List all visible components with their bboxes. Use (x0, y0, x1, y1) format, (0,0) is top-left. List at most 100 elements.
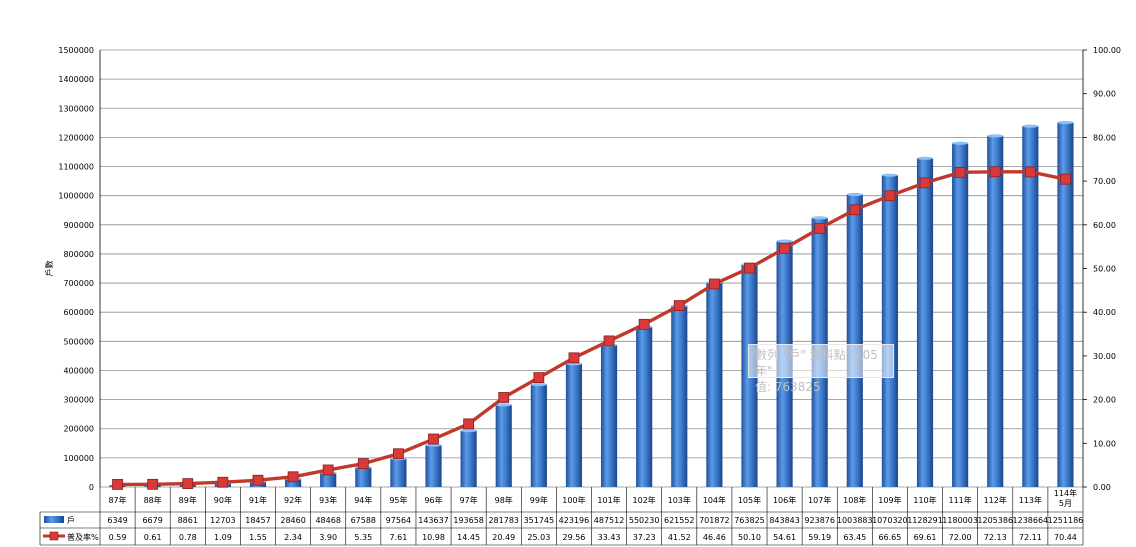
y2-tick-label: 100.00 (1093, 46, 1121, 55)
y-tick-label: 500000 (63, 337, 94, 346)
table-cell-rate: 72.11 (1019, 533, 1042, 542)
x-tick-label: 93年 (319, 495, 337, 505)
table-cell-households: 763825 (734, 516, 765, 525)
bar (706, 282, 723, 487)
x-tick-label: 94年 (354, 495, 372, 505)
table-cell-households: 923876 (804, 516, 835, 525)
bar-cap (987, 134, 1004, 138)
bar-cap (530, 382, 547, 387)
y-tick-label: 1000000 (58, 192, 94, 201)
y2-tick-label: 0.00 (1093, 483, 1111, 492)
table-cell-rate: 33.43 (598, 533, 621, 542)
x-tick-label: 98年 (495, 495, 513, 505)
x-tick-label: 108年 (843, 495, 866, 505)
table-cell-households: 8861 (178, 516, 198, 525)
line-series (112, 166, 1071, 490)
bar-cap (1022, 124, 1039, 128)
table-cell-households: 1205386 (977, 516, 1013, 525)
line-point (708, 278, 720, 290)
line-point (814, 222, 826, 234)
x-tick-label: 106年 (773, 495, 796, 505)
line-point (779, 242, 790, 254)
tooltip-line-1: 數列 "戶" 資料點 "105年" (755, 348, 878, 378)
y-tick-label: 1500000 (58, 46, 94, 55)
bar-cap (460, 428, 477, 433)
x-tick-label: 87年 (108, 495, 126, 505)
table-cell-rate: 59.19 (808, 533, 831, 542)
line-point (463, 418, 475, 430)
y2-tick-label: 80.00 (1093, 133, 1116, 142)
table-cell-households: 1070320 (872, 516, 908, 525)
bar (987, 135, 1004, 487)
x-tick-label: 89年 (179, 495, 197, 505)
table-cell-rate: 20.49 (492, 533, 515, 542)
y-tick-label: 900000 (63, 221, 94, 230)
x-tick-label: 97年 (460, 495, 478, 505)
y-tick-label: 600000 (63, 308, 94, 317)
bar (285, 478, 302, 487)
line-point (217, 476, 229, 488)
line-point (357, 458, 369, 470)
x-tick-label: 95年 (389, 495, 407, 505)
line-point (1024, 166, 1036, 178)
x-tick-label: 103年 (668, 495, 691, 505)
x-tick-label: 96年 (424, 495, 442, 505)
table-cell-households: 28460 (280, 516, 305, 525)
y-tick-label: 1200000 (58, 133, 94, 142)
y-tick-label: 0 (89, 483, 94, 492)
table-cell-rate: 7.61 (390, 533, 408, 542)
line-point (989, 166, 1001, 178)
x-tick-label: 110年 (913, 495, 936, 505)
y-tick-label: 800000 (63, 250, 94, 259)
y2-tick-label: 70.00 (1093, 177, 1116, 186)
table-cell-rate: 72.13 (984, 533, 1007, 542)
table-cell-rate: 69.61 (914, 533, 937, 542)
bar-cap (1057, 120, 1074, 125)
table-cell-rate: 63.45 (843, 533, 866, 542)
bar-cap (776, 239, 793, 243)
bar-series (109, 120, 1074, 488)
axes: 0 100000 200000 300000 400000 500000 600000 700… (44, 46, 1121, 492)
x-tick-label: 102年 (633, 495, 656, 505)
line-point (603, 335, 615, 347)
line-point (568, 352, 580, 364)
table-cell-households: 1180003 (942, 516, 978, 525)
bar (320, 472, 337, 487)
x-tick-label: 105年 (738, 495, 761, 505)
bar (671, 305, 688, 487)
data-table: 87年 6349 0.59 88年 6679 0.61 89年 8861 0.78 90年 1270… (39, 487, 1084, 546)
table-cell-households: 6349 (107, 516, 127, 525)
bar-cap (846, 192, 863, 197)
table-cell-households: 351745 (524, 516, 555, 525)
y2-tick-label: 90.00 (1093, 90, 1116, 99)
y-tick-label: 700000 (63, 279, 94, 288)
line-point (322, 464, 334, 476)
gridlines (100, 49, 1083, 488)
data-tooltip: 數列 "戶" 資料點 "105年" 值: 763825 (748, 344, 894, 394)
y-tick-label: 1100000 (58, 163, 94, 172)
table-cell-households: 12703 (210, 516, 235, 525)
y2-tick-label: 60.00 (1093, 221, 1116, 230)
y2-tick-label: 40.00 (1093, 308, 1116, 317)
y2-tick-label: 30.00 (1093, 352, 1116, 361)
bar-cap (495, 403, 512, 407)
x-tick-label: 92年 (284, 495, 302, 505)
table-cell-households: 281783 (488, 516, 519, 525)
table-cell-rate: 25.03 (527, 533, 550, 542)
bar (846, 194, 863, 488)
bar (460, 430, 477, 487)
x-tick-label: 112年 (984, 495, 1007, 505)
table-cell-households: 487512 (594, 516, 625, 525)
y-tick-label: 1400000 (58, 75, 94, 84)
table-cell-rate: 29.56 (562, 533, 585, 542)
table-cell-rate: 0.78 (179, 533, 197, 542)
y-tick-label: 100000 (63, 454, 94, 463)
bar (495, 404, 512, 487)
bar (916, 158, 934, 487)
bar (1057, 122, 1074, 488)
table-cell-rate: 72.00 (949, 533, 972, 542)
x-tick-label: 109年 (878, 495, 901, 505)
line-point (393, 448, 404, 460)
line-point (849, 204, 861, 216)
